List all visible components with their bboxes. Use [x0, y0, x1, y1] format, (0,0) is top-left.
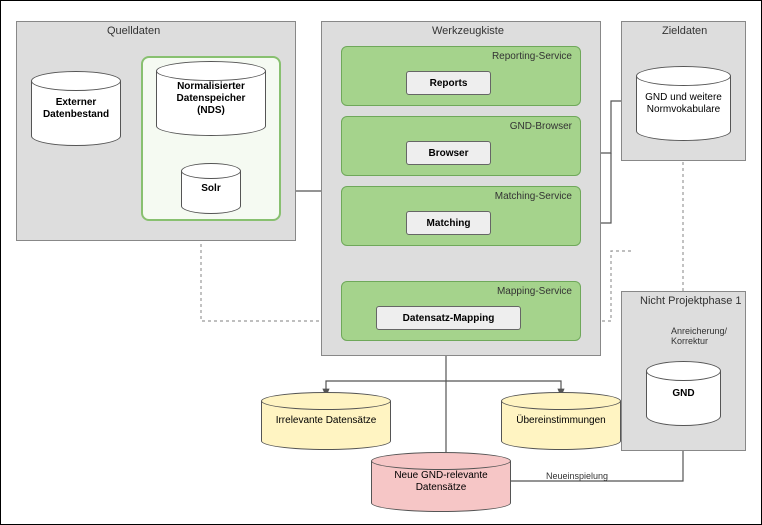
- cylinder-nds: NormalisierterDatenspeicher(NDS): [156, 71, 266, 126]
- service-title-gnd-browser: GND-Browser: [510, 121, 572, 132]
- mapping-label: Datensatz-Mapping: [403, 313, 495, 324]
- matching-label: Matching: [427, 218, 471, 229]
- mapping-button: Datensatz-Mapping: [376, 306, 521, 330]
- cylinder-externer: ExternerDatenbestand: [31, 81, 121, 136]
- reports-label: Reports: [430, 78, 468, 89]
- panel-title-quelldaten: Quelldaten: [107, 25, 160, 37]
- reports-button: Reports: [406, 71, 491, 95]
- cylinder-ueberein: Übereinstimmungen: [501, 401, 621, 441]
- cylinder-gnd_norm: GND und weitereNormvokabulare: [636, 76, 731, 131]
- service-title-matching: Matching-Service: [495, 191, 572, 202]
- browser-label: Browser: [428, 148, 468, 159]
- cylinder-gnd: GND: [646, 371, 721, 416]
- cylinder-solr: Solr: [181, 171, 241, 206]
- matching-button: Matching: [406, 211, 491, 235]
- service-title-mapping: Mapping-Service: [497, 286, 572, 297]
- cylinder-neue: Neue GND-relevanteDatensätze: [371, 461, 511, 503]
- panel-title-werkzeugkiste: Werkzeugkiste: [432, 25, 504, 37]
- diagram-canvas: Quelldaten Werkzeugkiste Zieldaten Nicht…: [0, 0, 762, 525]
- label-anreicherung: Anreicherung/Korrektur: [671, 326, 727, 346]
- service-title-reporting: Reporting-Service: [492, 51, 572, 62]
- browser-button: Browser: [406, 141, 491, 165]
- cylinder-irrelevante: Irrelevante Datensätze: [261, 401, 391, 441]
- label-neueinspielung: Neueinspielung: [546, 471, 608, 481]
- panel-title-zieldaten: Zieldaten: [662, 25, 707, 37]
- panel-title-nicht-phase1: Nicht Projektphase 1: [640, 295, 742, 307]
